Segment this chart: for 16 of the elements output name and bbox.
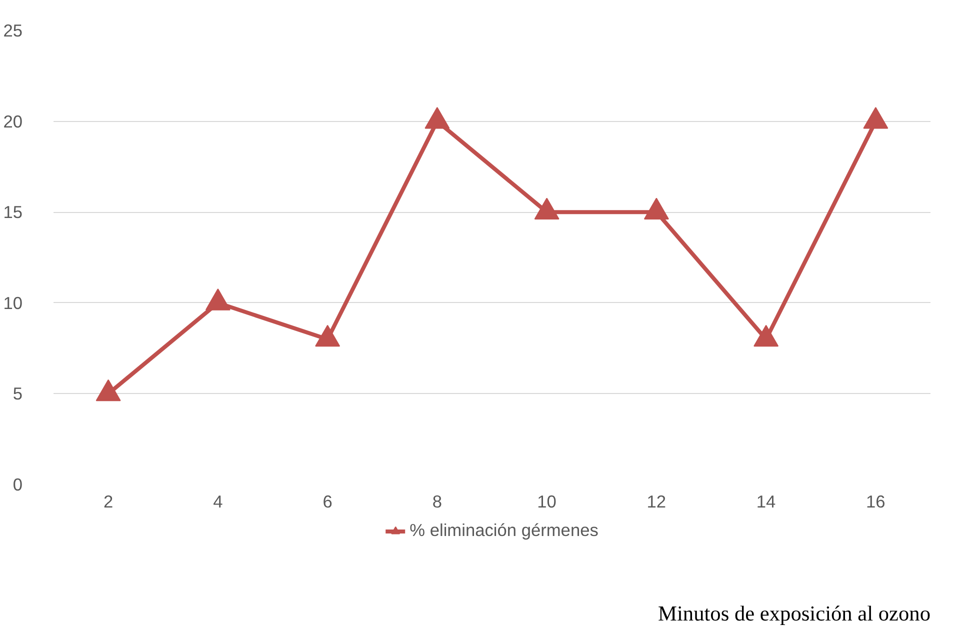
y-tick-label: 10 bbox=[3, 292, 23, 313]
y-tick-label: 15 bbox=[3, 202, 23, 222]
x-tick-label: 16 bbox=[866, 492, 886, 512]
x-tick-label: 2 bbox=[103, 492, 114, 512]
x-tick-label: 12 bbox=[646, 492, 666, 512]
x-tick-label: 8 bbox=[432, 492, 442, 512]
x-tick-label: 14 bbox=[756, 492, 776, 512]
y-tick-label: 25 bbox=[3, 20, 23, 40]
legend-label: % eliminación gérmenes bbox=[410, 520, 598, 541]
x-tick-label: 4 bbox=[213, 492, 224, 512]
x-axis-title: Minutos de exposición al ozono bbox=[658, 602, 931, 626]
y-tick-label: 0 bbox=[12, 474, 23, 494]
x-tick-label: 6 bbox=[322, 492, 332, 512]
y-tick-label: 5 bbox=[12, 384, 23, 404]
y-tick-label: 20 bbox=[3, 111, 23, 132]
x-tick-label: 10 bbox=[537, 492, 556, 512]
